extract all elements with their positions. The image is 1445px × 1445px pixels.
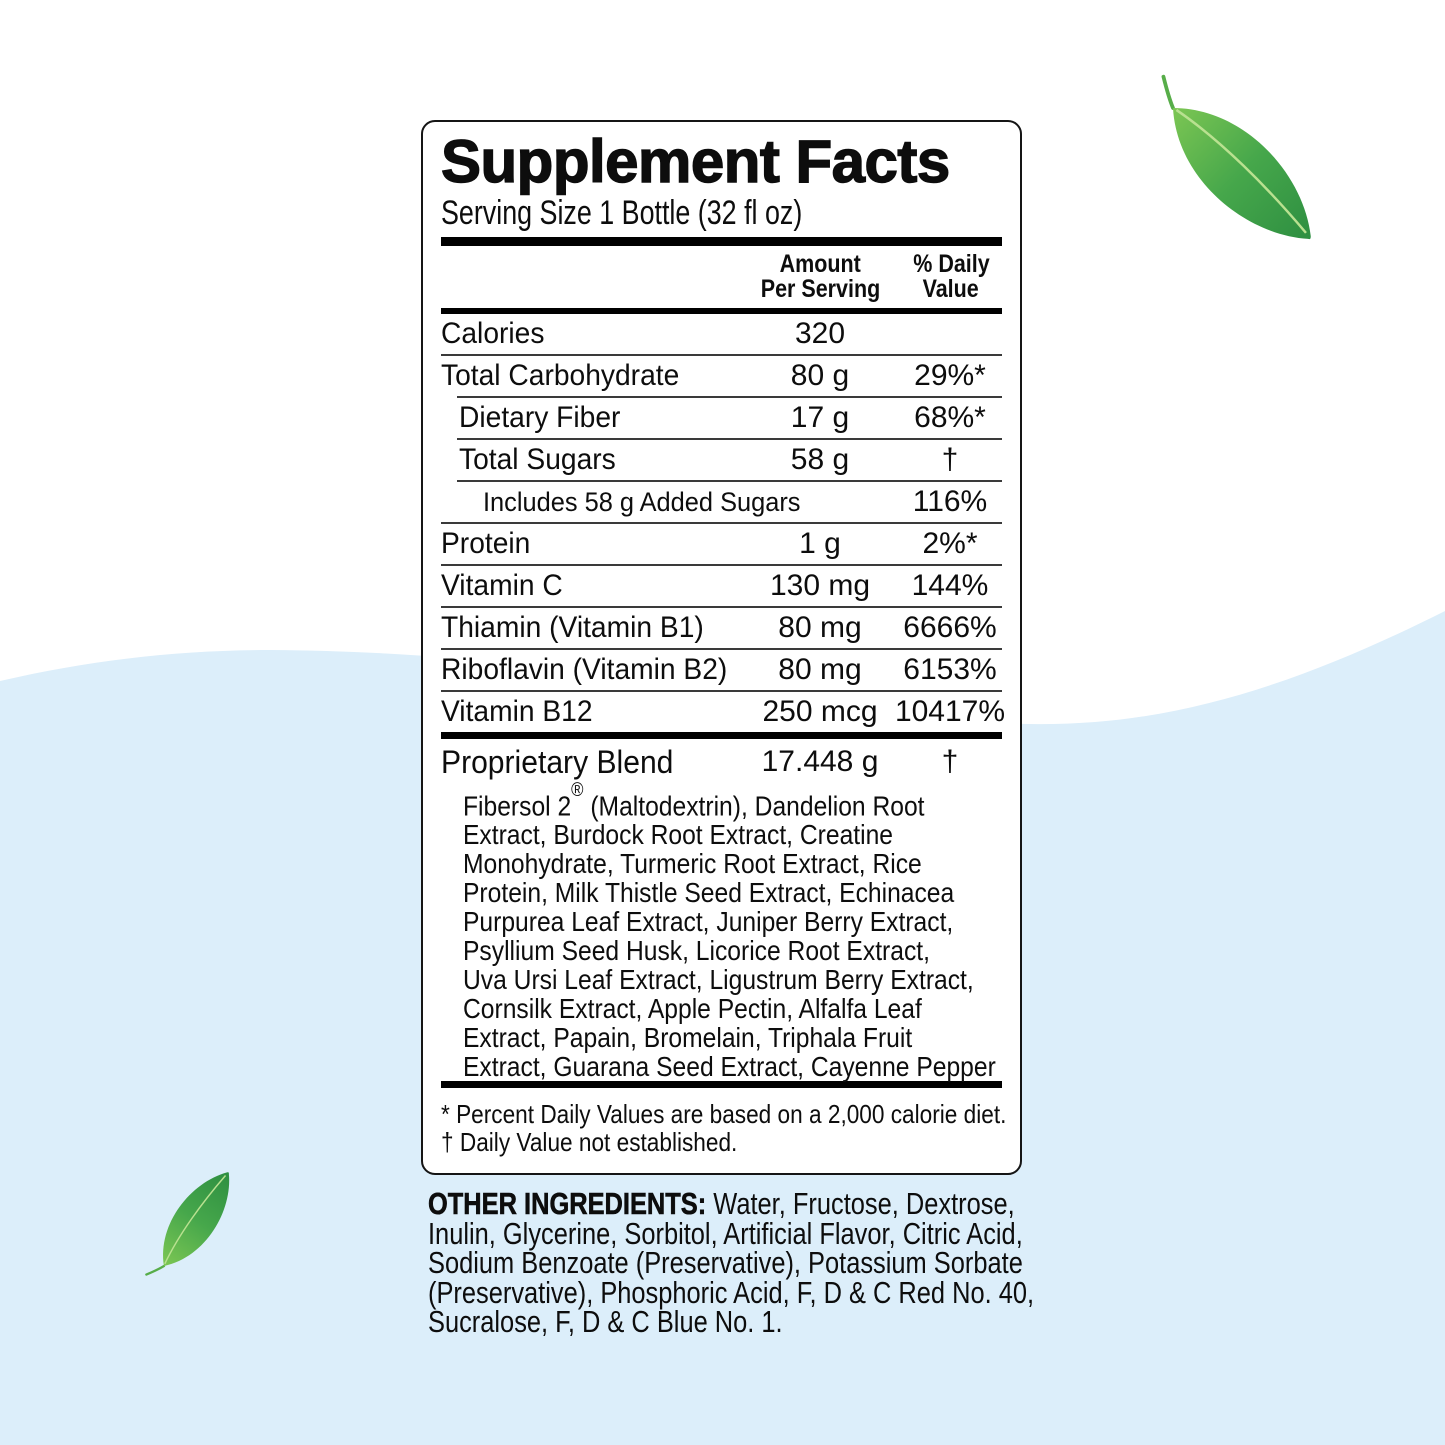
other-ingredients-line: Sucralose, F, D & C Blue No. 1. xyxy=(428,1304,783,1339)
thick-rule xyxy=(441,1081,1002,1089)
nutrient-amount: 17.448 g xyxy=(761,745,879,778)
nutrient-dv: 2%* xyxy=(922,527,978,560)
nutrient-row-total-sugars: Total Sugars 58 g † xyxy=(441,440,1002,480)
nutrient-dv: 29%* xyxy=(914,359,986,392)
other-ingredients-line: (Preservative), Phosphoric Acid, F, D & … xyxy=(428,1274,1035,1310)
nutrient-label: Riboflavin (Vitamin B2) xyxy=(441,653,728,686)
row-divider xyxy=(441,648,1002,650)
serving-size: Serving Size 1 Bottle (32 fl oz) xyxy=(441,194,803,232)
nutrient-amount: 80 mg xyxy=(778,611,862,644)
supplement-facts-panel: Supplement Facts Serving Size 1 Bottle (… xyxy=(421,120,1022,1175)
nutrient-amount: 250 mcg xyxy=(762,695,878,728)
row-divider xyxy=(441,354,1002,356)
row-divider xyxy=(457,480,1002,482)
nutrient-amount: 80 g xyxy=(790,359,850,392)
blend-ingredients-line: Monohydrate, Turmeric Root Extract, Rice xyxy=(463,848,922,880)
row-divider xyxy=(441,564,1002,566)
nutrient-label: Dietary Fiber xyxy=(459,401,621,434)
nutrient-row-added-sugars: Includes 58 g Added Sugars 116% xyxy=(441,482,1002,522)
blend-ingredients-line: Fibersol 2® (Maltodextrin), Dandelion Ro… xyxy=(463,780,925,822)
blend-ingredients-line: Extract, Guarana Seed Extract, Cayenne P… xyxy=(463,1051,996,1083)
thick-rule xyxy=(441,308,1002,314)
thick-rule xyxy=(441,732,1002,739)
nutrient-label: Thiamin (Vitamin B1) xyxy=(441,611,704,644)
nutrient-label: Includes 58 g Added Sugars xyxy=(483,487,801,517)
nutrient-row-calories: Calories 320 xyxy=(441,314,1002,354)
column-headers: Amount Per Serving % Daily Value xyxy=(441,246,1002,308)
nutrient-label: Proprietary Blend xyxy=(441,744,674,780)
nutrient-amount: 1 g xyxy=(799,527,841,560)
nutrient-dv: † xyxy=(941,443,959,476)
nutrient-dv: 68%* xyxy=(914,401,986,434)
thick-rule xyxy=(441,237,1002,246)
nutrient-row-vitamin-c: Vitamin C 130 mg 144% xyxy=(441,566,1002,606)
nutrient-label: Calories xyxy=(441,317,545,350)
blend-ingredients-line: Protein, Milk Thistle Seed Extract, Echi… xyxy=(463,877,955,909)
row-divider xyxy=(441,522,1002,524)
column-header-amount: Amount Per Serving xyxy=(760,250,880,303)
nutrient-amount: 58 g xyxy=(790,443,850,476)
nutrient-amount: 320 xyxy=(794,317,846,350)
nutrient-dv: 116% xyxy=(912,485,988,518)
footnotes: * Percent Daily Values are based on a 2,… xyxy=(441,1092,1006,1157)
nutrient-label: Vitamin B12 xyxy=(441,695,593,728)
column-header-daily-value: % Daily Value xyxy=(912,250,990,303)
nutrient-amount: 80 mg xyxy=(778,653,862,686)
nutrient-row-total-carbohydrate: Total Carbohydrate 80 g 29%* xyxy=(441,356,1002,396)
footnote-line: † Daily Value not established. xyxy=(441,1126,738,1157)
proprietary-blend-row: Proprietary Blend 17.448 g † xyxy=(441,739,1002,785)
nutrient-dv: 6666% xyxy=(903,611,997,644)
blend-ingredients-line: Cornsilk Extract, Apple Pectin, Alfalfa … xyxy=(463,993,922,1025)
nutrient-dv: 144% xyxy=(911,569,989,602)
nutrient-label: Total Carbohydrate xyxy=(441,359,680,392)
footnote-line: * Percent Daily Values are based on a 2,… xyxy=(441,1099,1007,1130)
nutrient-dv: † xyxy=(941,745,959,778)
other-ingredients: OTHER INGREDIENTS: Water, Fructose, Dext… xyxy=(428,1186,1167,1339)
blend-ingredients-line: Uva Ursi Leaf Extract, Ligustrum Berry E… xyxy=(463,964,974,996)
row-divider xyxy=(441,606,1002,608)
nutrient-amount: 17 g xyxy=(790,401,850,434)
other-ingredients-line: OTHER INGREDIENTS: Water, Fructose, Dext… xyxy=(428,1186,1015,1221)
blend-ingredients-line: Purpurea Leaf Extract, Juniper Berry Ext… xyxy=(463,906,954,938)
nutrient-row-protein: Protein 1 g 2%* xyxy=(441,524,1002,564)
nutrient-label: Protein xyxy=(441,527,531,560)
nutrient-label: Vitamin C xyxy=(441,569,563,602)
nutrient-row-riboflavin: Riboflavin (Vitamin B2) 80 mg 6153% xyxy=(441,650,1002,690)
nutrient-row-thiamin: Thiamin (Vitamin B1) 80 mg 6666% xyxy=(441,608,1002,648)
other-ingredients-label: OTHER INGREDIENTS: xyxy=(428,1186,707,1221)
nutrient-dv: 6153% xyxy=(903,653,997,686)
row-divider xyxy=(441,690,1002,692)
blend-ingredients-line: Extract, Papain, Bromelain, Triphala Fru… xyxy=(463,1022,913,1054)
panel-title: Supplement Facts xyxy=(440,128,951,195)
nutrient-row-vitamin-b12: Vitamin B12 250 mcg 10417% xyxy=(441,692,1005,732)
nutrient-label: Total Sugars xyxy=(459,443,616,476)
blend-ingredients-line: Psyllium Seed Husk, Licorice Root Extrac… xyxy=(463,935,930,967)
nutrient-row-dietary-fiber: Dietary Fiber 17 g 68%* xyxy=(441,398,1002,438)
blend-ingredients: Extract, Burdock Root Extract, Creatine M… xyxy=(441,820,1002,1081)
nutrient-dv: 10417% xyxy=(894,695,1006,728)
row-divider xyxy=(457,438,1002,440)
registered-trademark-symbol: ® xyxy=(571,780,584,801)
leaf-top-right-icon xyxy=(1126,61,1337,266)
other-ingredients-line: Sodium Benzoate (Preservative), Potassiu… xyxy=(428,1245,1023,1280)
nutrient-amount: 130 mg xyxy=(769,569,871,602)
blend-ingredients-line: Extract, Burdock Root Extract, Creatine xyxy=(463,819,894,851)
row-divider xyxy=(457,396,1002,398)
other-ingredients-line: Inulin, Glycerine, Sorbitol, Artificial … xyxy=(428,1215,1023,1251)
